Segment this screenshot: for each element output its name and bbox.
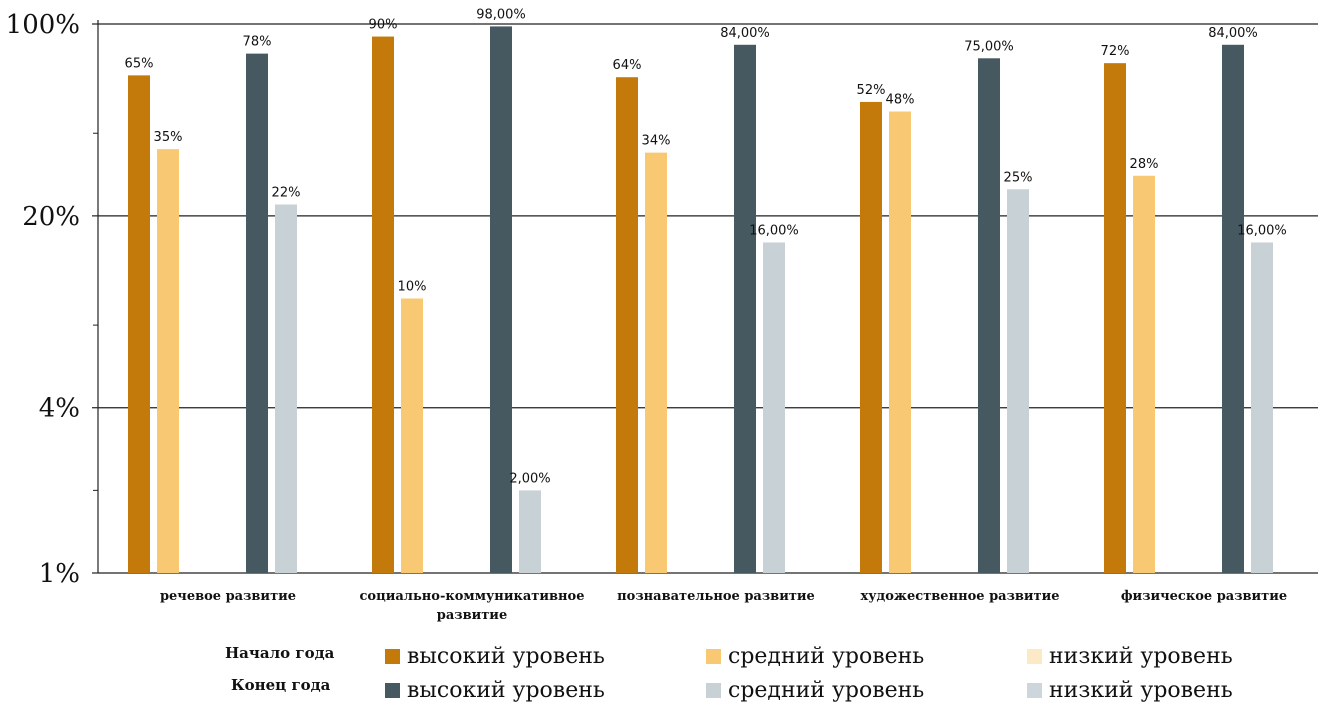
bar	[763, 242, 785, 574]
data-label: 78%	[243, 35, 272, 50]
bar	[490, 26, 512, 573]
legend-item-start-medium: средний уровень	[706, 644, 924, 669]
bar	[734, 44, 756, 573]
legend-row-label-start: Начало года	[225, 644, 335, 662]
data-label: 2,00%	[509, 471, 550, 486]
chart-legend: Начало года Конец года высокий уровень с…	[0, 636, 1328, 705]
data-label: 25%	[1004, 170, 1033, 185]
bar	[860, 101, 882, 573]
bar-chart: 100% 20% 4% 1% 65% 35% 78% 22% речевое развитие 9…	[6, 7, 1318, 623]
legend-item-start-high: высокий уровень	[385, 644, 605, 669]
data-label: 84,00%	[1208, 26, 1258, 41]
data-label: 48%	[886, 92, 915, 107]
data-label: 16,00%	[1237, 223, 1287, 238]
bar	[275, 204, 297, 573]
data-label: 90%	[369, 18, 398, 33]
data-label: 84,00%	[720, 26, 770, 41]
bar	[401, 298, 423, 573]
legend-item-label: средний уровень	[728, 644, 925, 669]
data-label: 28%	[1130, 157, 1159, 172]
bar	[645, 152, 667, 573]
data-label: 16,00%	[749, 223, 799, 238]
data-label: 65%	[125, 56, 154, 71]
legend-swatch	[385, 683, 400, 698]
data-label: 34%	[642, 134, 671, 149]
legend-swatch	[385, 649, 400, 664]
bar	[128, 75, 150, 573]
legend-item-end-high: высокий уровень	[385, 678, 605, 703]
category-label: физическое развитие	[1121, 589, 1287, 604]
bar	[1222, 44, 1244, 573]
data-label: 52%	[857, 83, 886, 98]
legend-swatch	[706, 649, 721, 664]
y-tick-label: 100%	[6, 10, 80, 40]
bar	[246, 53, 268, 573]
category-label: речевое развитие	[160, 589, 296, 604]
legend-item-end-low: низкий уровень	[1027, 678, 1233, 703]
bar	[978, 58, 1000, 574]
bar	[519, 490, 541, 573]
legend-swatch	[1027, 649, 1042, 664]
legend-swatch	[1027, 683, 1042, 698]
legend-item-label: высокий уровень	[407, 678, 605, 703]
bar	[157, 149, 179, 573]
bar	[616, 77, 638, 573]
legend-item-start-low: низкий уровень	[1027, 644, 1233, 669]
category-label: социально-коммуникативное	[360, 589, 585, 604]
bar	[372, 36, 394, 574]
category-label: художественное развитие	[860, 589, 1059, 604]
data-label: 64%	[613, 58, 642, 73]
legend-item-label: низкий уровень	[1049, 678, 1233, 703]
bar	[1133, 175, 1155, 573]
y-tick-label: 20%	[22, 202, 80, 232]
legend-item-end-medium: средний уровень	[706, 678, 924, 703]
bar	[1104, 63, 1126, 573]
category-label: познавательное развитие	[617, 589, 815, 604]
legend-item-label: средний уровень	[728, 678, 925, 703]
legend-item-label: низкий уровень	[1049, 644, 1233, 669]
data-label: 22%	[272, 186, 301, 201]
bar	[889, 111, 911, 574]
legend-item-label: высокий уровень	[407, 644, 605, 669]
bar	[1007, 189, 1029, 573]
data-label: 72%	[1101, 44, 1130, 59]
category-label: развитие	[437, 608, 507, 623]
legend-row-label-end: Конец года	[231, 676, 331, 694]
data-label: 98,00%	[476, 7, 526, 22]
data-label: 10%	[398, 280, 427, 295]
data-label: 75,00%	[964, 39, 1014, 54]
legend-swatch	[706, 683, 721, 698]
y-tick-label: 4%	[39, 394, 80, 424]
bar	[1251, 242, 1273, 574]
y-tick-label: 1%	[39, 559, 80, 589]
data-label: 35%	[154, 130, 183, 145]
